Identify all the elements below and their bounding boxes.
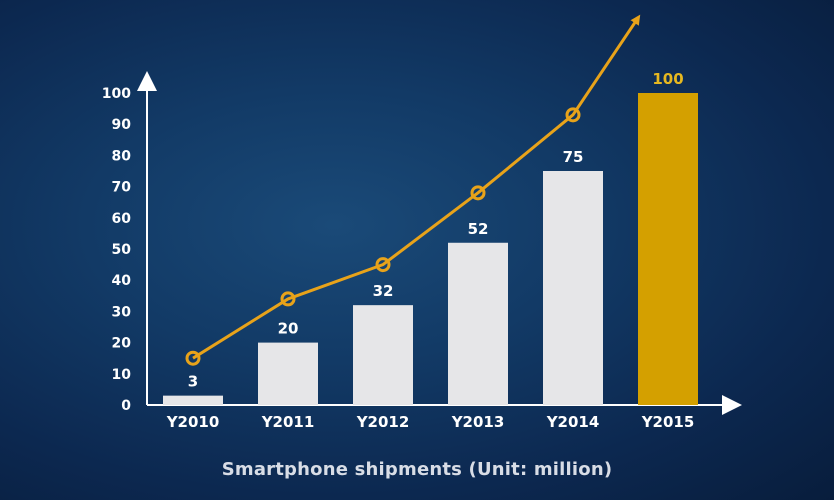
x-tick-label: Y2011 xyxy=(261,413,315,431)
y-tick-label: 10 xyxy=(112,367,132,383)
x-tick-label: Y2015 xyxy=(641,413,695,431)
bar xyxy=(353,305,413,405)
y-tick-label: 70 xyxy=(112,180,132,196)
data-label: 52 xyxy=(468,220,489,238)
y-tick-label: 80 xyxy=(112,148,132,164)
y-tick-label: 100 xyxy=(102,86,131,102)
trend-point xyxy=(375,257,391,273)
x-tick-label: Y2012 xyxy=(356,413,410,431)
data-label: 20 xyxy=(278,320,299,338)
bar xyxy=(543,171,603,405)
trend-point xyxy=(185,350,201,366)
axes xyxy=(137,71,742,415)
x-tick-label: Y2010 xyxy=(166,413,220,431)
value-labels: 3 20 32 52 75 100 xyxy=(188,70,684,391)
trend-line xyxy=(185,14,641,366)
x-tick-label: Y2014 xyxy=(546,413,600,431)
y-tick-label: 40 xyxy=(112,273,132,289)
bar xyxy=(163,395,223,405)
category-labels: Y2010 Y2011 Y2012 Y2013 Y2014 Y2015 xyxy=(166,413,695,431)
data-label: 100 xyxy=(652,70,683,88)
bar xyxy=(258,342,318,405)
y-axis-ticks: 0 10 20 30 40 50 60 70 80 90 100 xyxy=(102,86,131,414)
data-label: 3 xyxy=(188,373,198,391)
y-tick-label: 50 xyxy=(112,242,132,258)
x-tick-label: Y2013 xyxy=(451,413,505,431)
trend-line-path xyxy=(192,14,641,360)
bars xyxy=(163,93,698,405)
chart-caption: Smartphone shipments (Unit: million) xyxy=(221,459,613,480)
bar xyxy=(448,242,508,405)
data-label: 32 xyxy=(373,282,394,300)
y-tick-label: 0 xyxy=(121,398,131,414)
trend-point xyxy=(565,107,581,123)
y-tick-label: 90 xyxy=(112,117,132,133)
y-tick-label: 30 xyxy=(112,304,132,320)
bar xyxy=(638,93,698,405)
y-tick-label: 60 xyxy=(112,211,132,227)
y-tick-label: 20 xyxy=(112,336,132,352)
trend-point xyxy=(280,291,296,307)
data-label: 75 xyxy=(563,148,584,166)
trend-point xyxy=(470,185,486,201)
